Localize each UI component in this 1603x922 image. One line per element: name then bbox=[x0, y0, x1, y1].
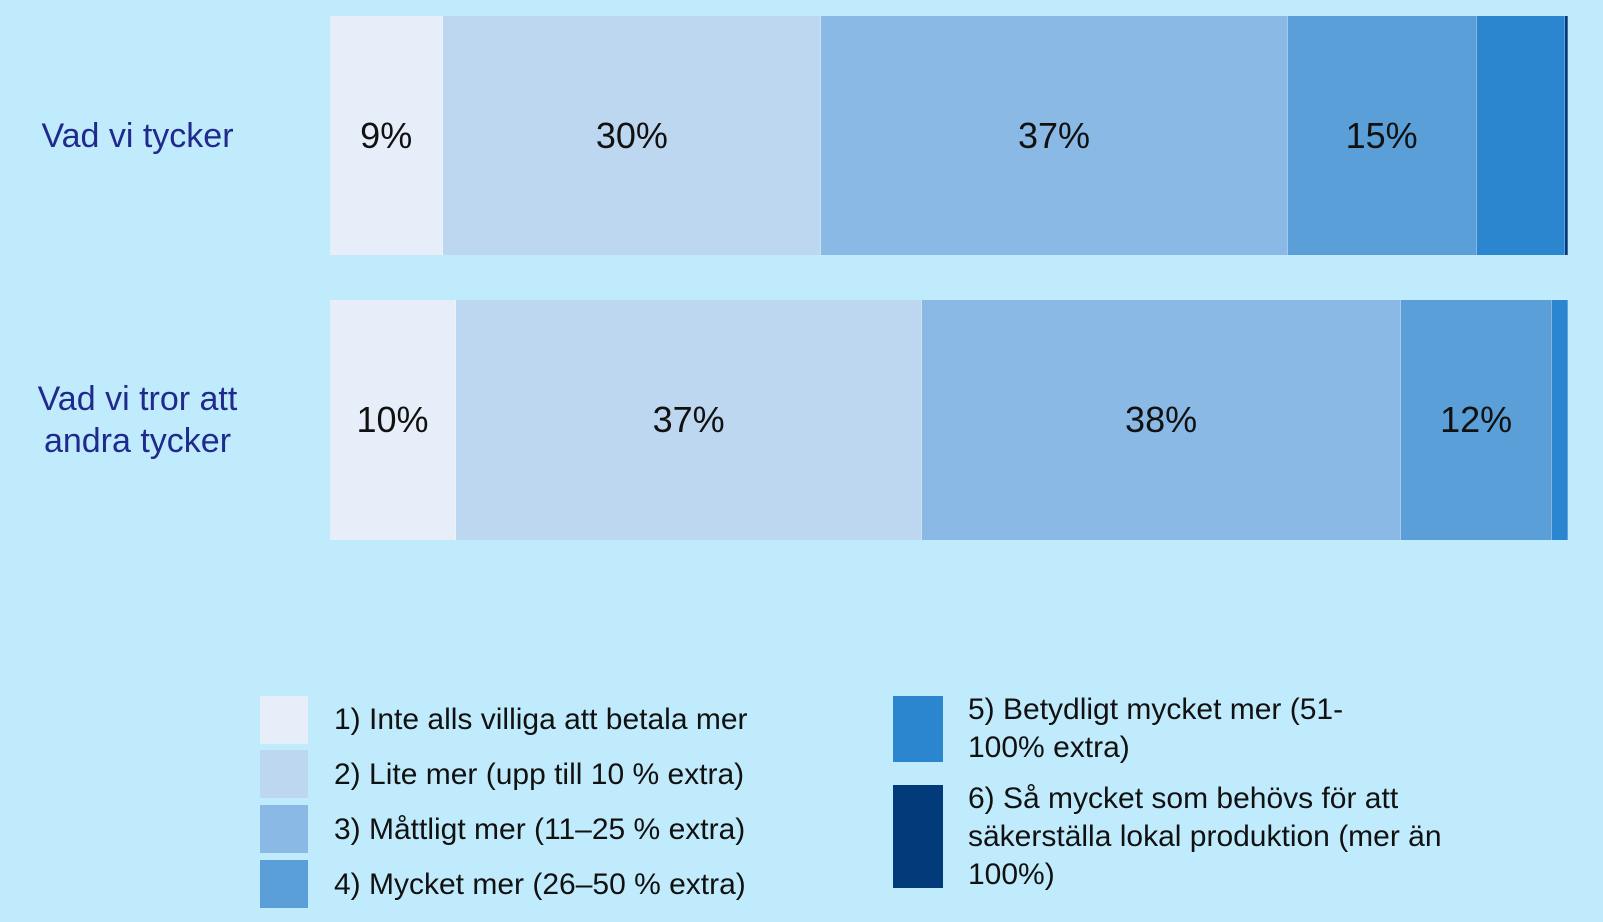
bar-segment: 37% bbox=[456, 300, 923, 540]
legend-label: 4) Mycket mer (26–50 % extra) bbox=[334, 868, 746, 901]
value-label: 15% bbox=[1345, 114, 1418, 156]
legend-label: 1) Inte alls villiga att betala mer bbox=[334, 703, 748, 736]
legend-label: 2) Lite mer (upp till 10 % extra) bbox=[334, 758, 745, 791]
legend-swatch bbox=[893, 785, 943, 888]
legend-swatch bbox=[893, 696, 943, 762]
legend-swatch bbox=[260, 805, 308, 853]
bar-segment bbox=[1564, 16, 1568, 255]
legend-label: 6) Så mycket som behövs för att säkerstä… bbox=[968, 782, 1442, 891]
value-label: 10% bbox=[356, 399, 429, 440]
value-label: 9% bbox=[360, 114, 413, 156]
legend-label: 5) Betydligt mycket mer (51-100% extra) bbox=[968, 693, 1344, 764]
bar-segment: 15% bbox=[1287, 16, 1477, 255]
value-label: 38% bbox=[1125, 399, 1198, 440]
legend-swatch bbox=[260, 750, 308, 798]
bar-segment bbox=[1552, 300, 1568, 540]
bar-segment: 37% bbox=[821, 16, 1288, 255]
bar-segment: 38% bbox=[922, 300, 1401, 540]
bar-segment: 10% bbox=[330, 300, 456, 540]
value-label: 30% bbox=[595, 114, 668, 156]
legend-swatch bbox=[260, 860, 308, 908]
bar-segment: 12% bbox=[1401, 300, 1553, 540]
bar-segment bbox=[1476, 16, 1565, 255]
bar-segment: 9% bbox=[330, 16, 444, 255]
value-label: 12% bbox=[1440, 399, 1513, 440]
legend-swatch bbox=[260, 696, 308, 744]
value-label: 37% bbox=[1017, 114, 1091, 156]
category-label: Vad vi tycker bbox=[41, 116, 234, 155]
bar-segment: 30% bbox=[443, 16, 822, 255]
legend-label: 3) Måttligt mer (11–25 % extra) bbox=[334, 813, 746, 846]
category-label: Vad vi tror att andra tycker bbox=[37, 380, 238, 460]
value-label: 37% bbox=[652, 399, 725, 440]
